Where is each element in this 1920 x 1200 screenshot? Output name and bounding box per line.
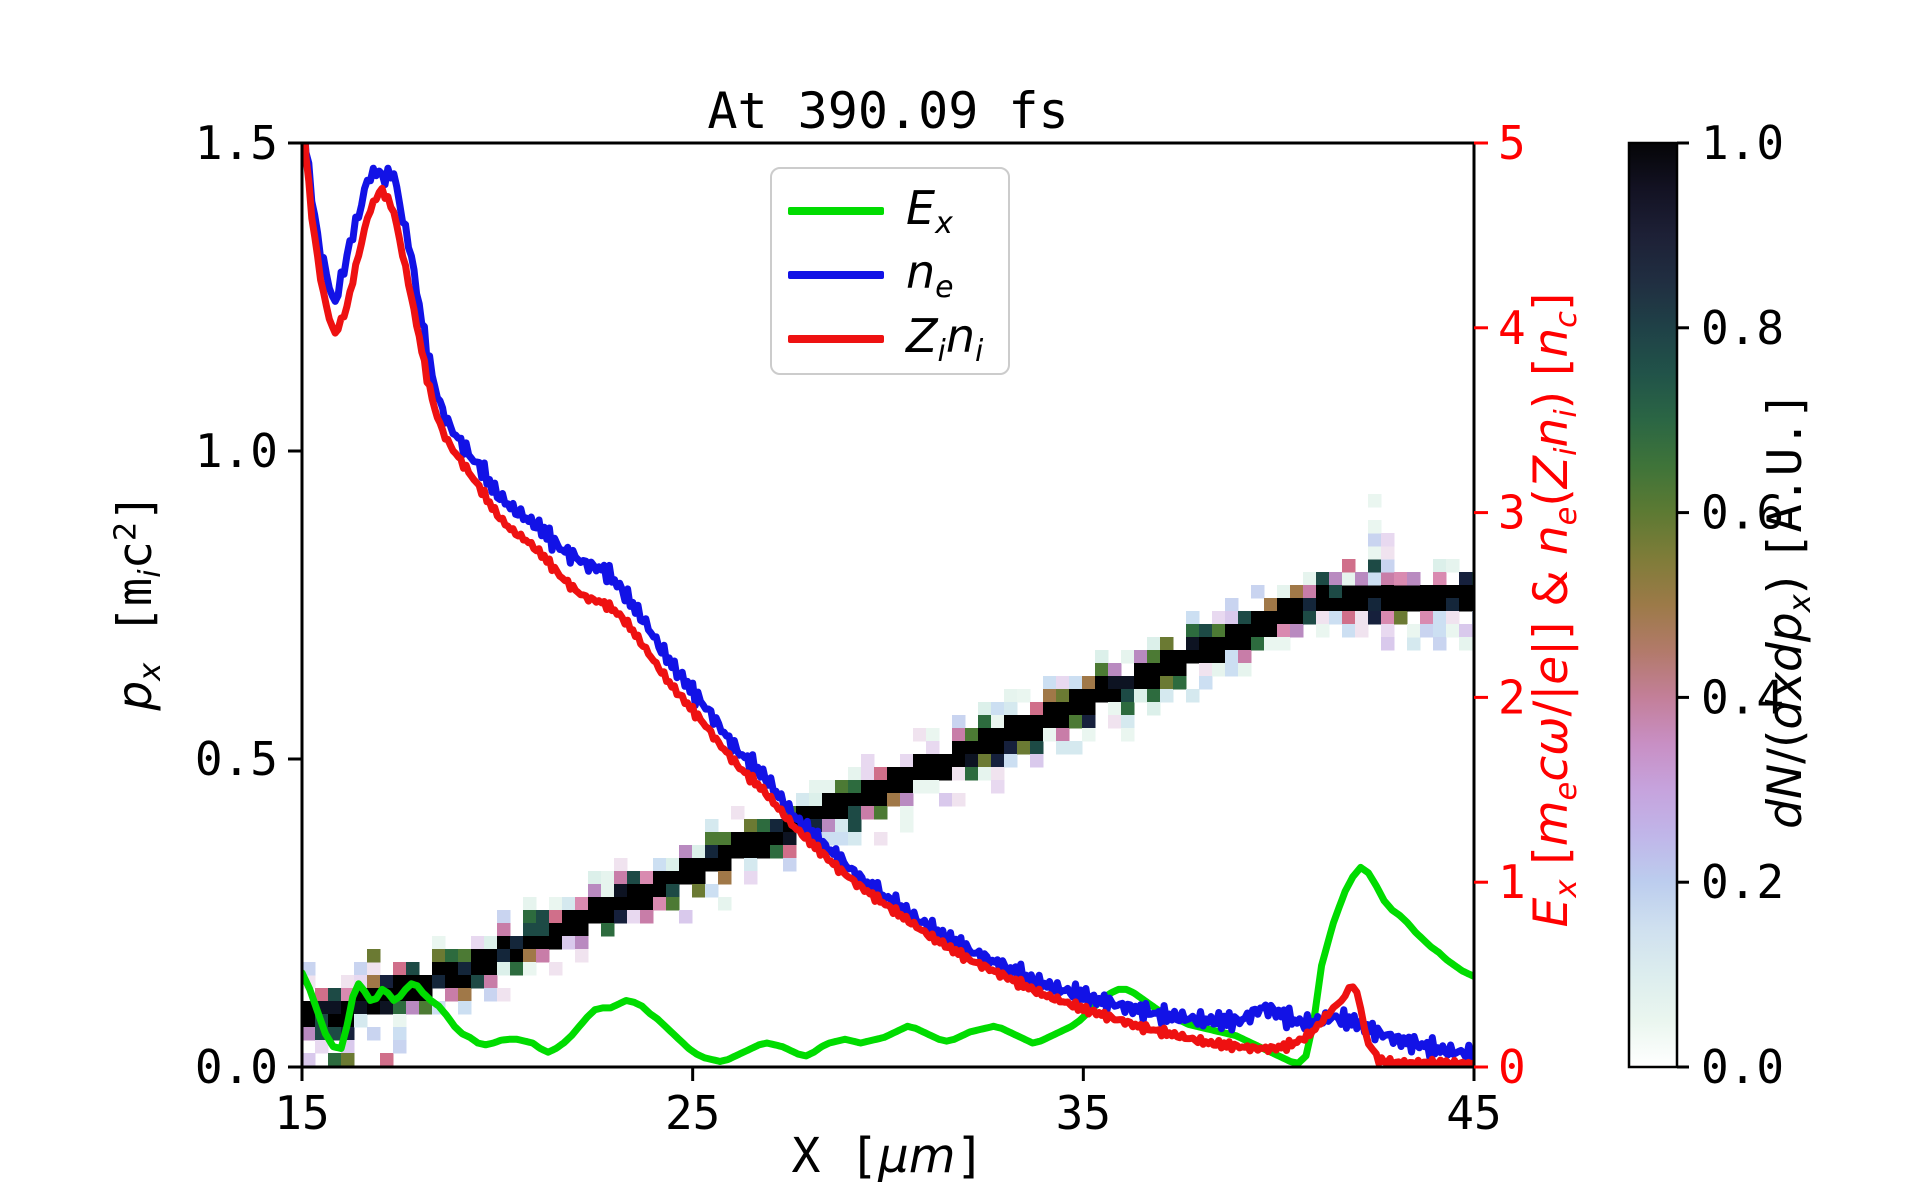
x-tick-label: 45 [1446,1086,1501,1140]
legend-label: ne [906,245,954,305]
y-axis-label-right: Ex [mecω/|e|] & ne(Zini) [nc] [1524,292,1585,928]
legend-line-swatch [788,271,884,279]
curve-ex [302,863,1474,1067]
y-right-tick-label: 1 [1498,855,1526,909]
legend: Ex ne Zini [770,167,1010,375]
chart-title: At 390.09 fs [707,82,1069,140]
colorbar-tick-label: 0.6 [1701,486,1784,540]
y-left-tick-label: 0.5 [195,732,278,786]
y-left-tick-label: 1.5 [195,116,278,170]
y-right-tick-label: 0 [1498,1040,1526,1094]
colorbar: 1.0 0.8 0.6 0.4 0.2 0.0 [1627,116,1784,1094]
curve-zini [302,143,1474,1067]
y-right-tick-label: 5 [1498,116,1526,170]
legend-line-swatch [788,207,884,215]
y-right-tick-label: 4 [1498,301,1526,355]
data-curves [302,143,1474,1067]
legend-item-2: Zini [788,307,1008,371]
legend-item-0: Ex [788,179,1008,243]
axes: 15 25 35 45 1.5 1.0 0.5 0.0 5 4 3 2 1 0 [195,116,1526,1140]
colorbar-tick-label: 0.0 [1701,1040,1784,1094]
legend-line-swatch [788,335,884,343]
y-axis-label-left: px [mic2] [108,493,169,711]
x-tick-label: 15 [274,1086,329,1140]
legend-label: Ex [906,181,953,241]
colorbar-tick-label: 0.2 [1701,855,1784,909]
x-tick-label: 25 [665,1086,720,1140]
y-right-tick-label: 2 [1498,670,1526,724]
colorbar-label: dN/(dxdpx) [A.U.] [1758,391,1819,829]
curve-ne [302,143,1474,1063]
y-left-tick-label: 0.0 [195,1040,278,1094]
colorbar-tick-label: 1.0 [1701,116,1784,170]
legend-item-1: ne [788,243,1008,307]
legend-label: Zini [906,309,984,369]
y-right-tick-label: 3 [1498,486,1526,540]
colorbar-tick-label: 0.8 [1701,301,1784,355]
colorbar-tick-label: 0.4 [1701,670,1784,724]
x-axis-label: X [μm] [791,1128,985,1184]
heatmap-band [302,494,1474,1067]
y-left-tick-label: 1.0 [195,424,278,478]
x-tick-label: 35 [1056,1086,1111,1140]
